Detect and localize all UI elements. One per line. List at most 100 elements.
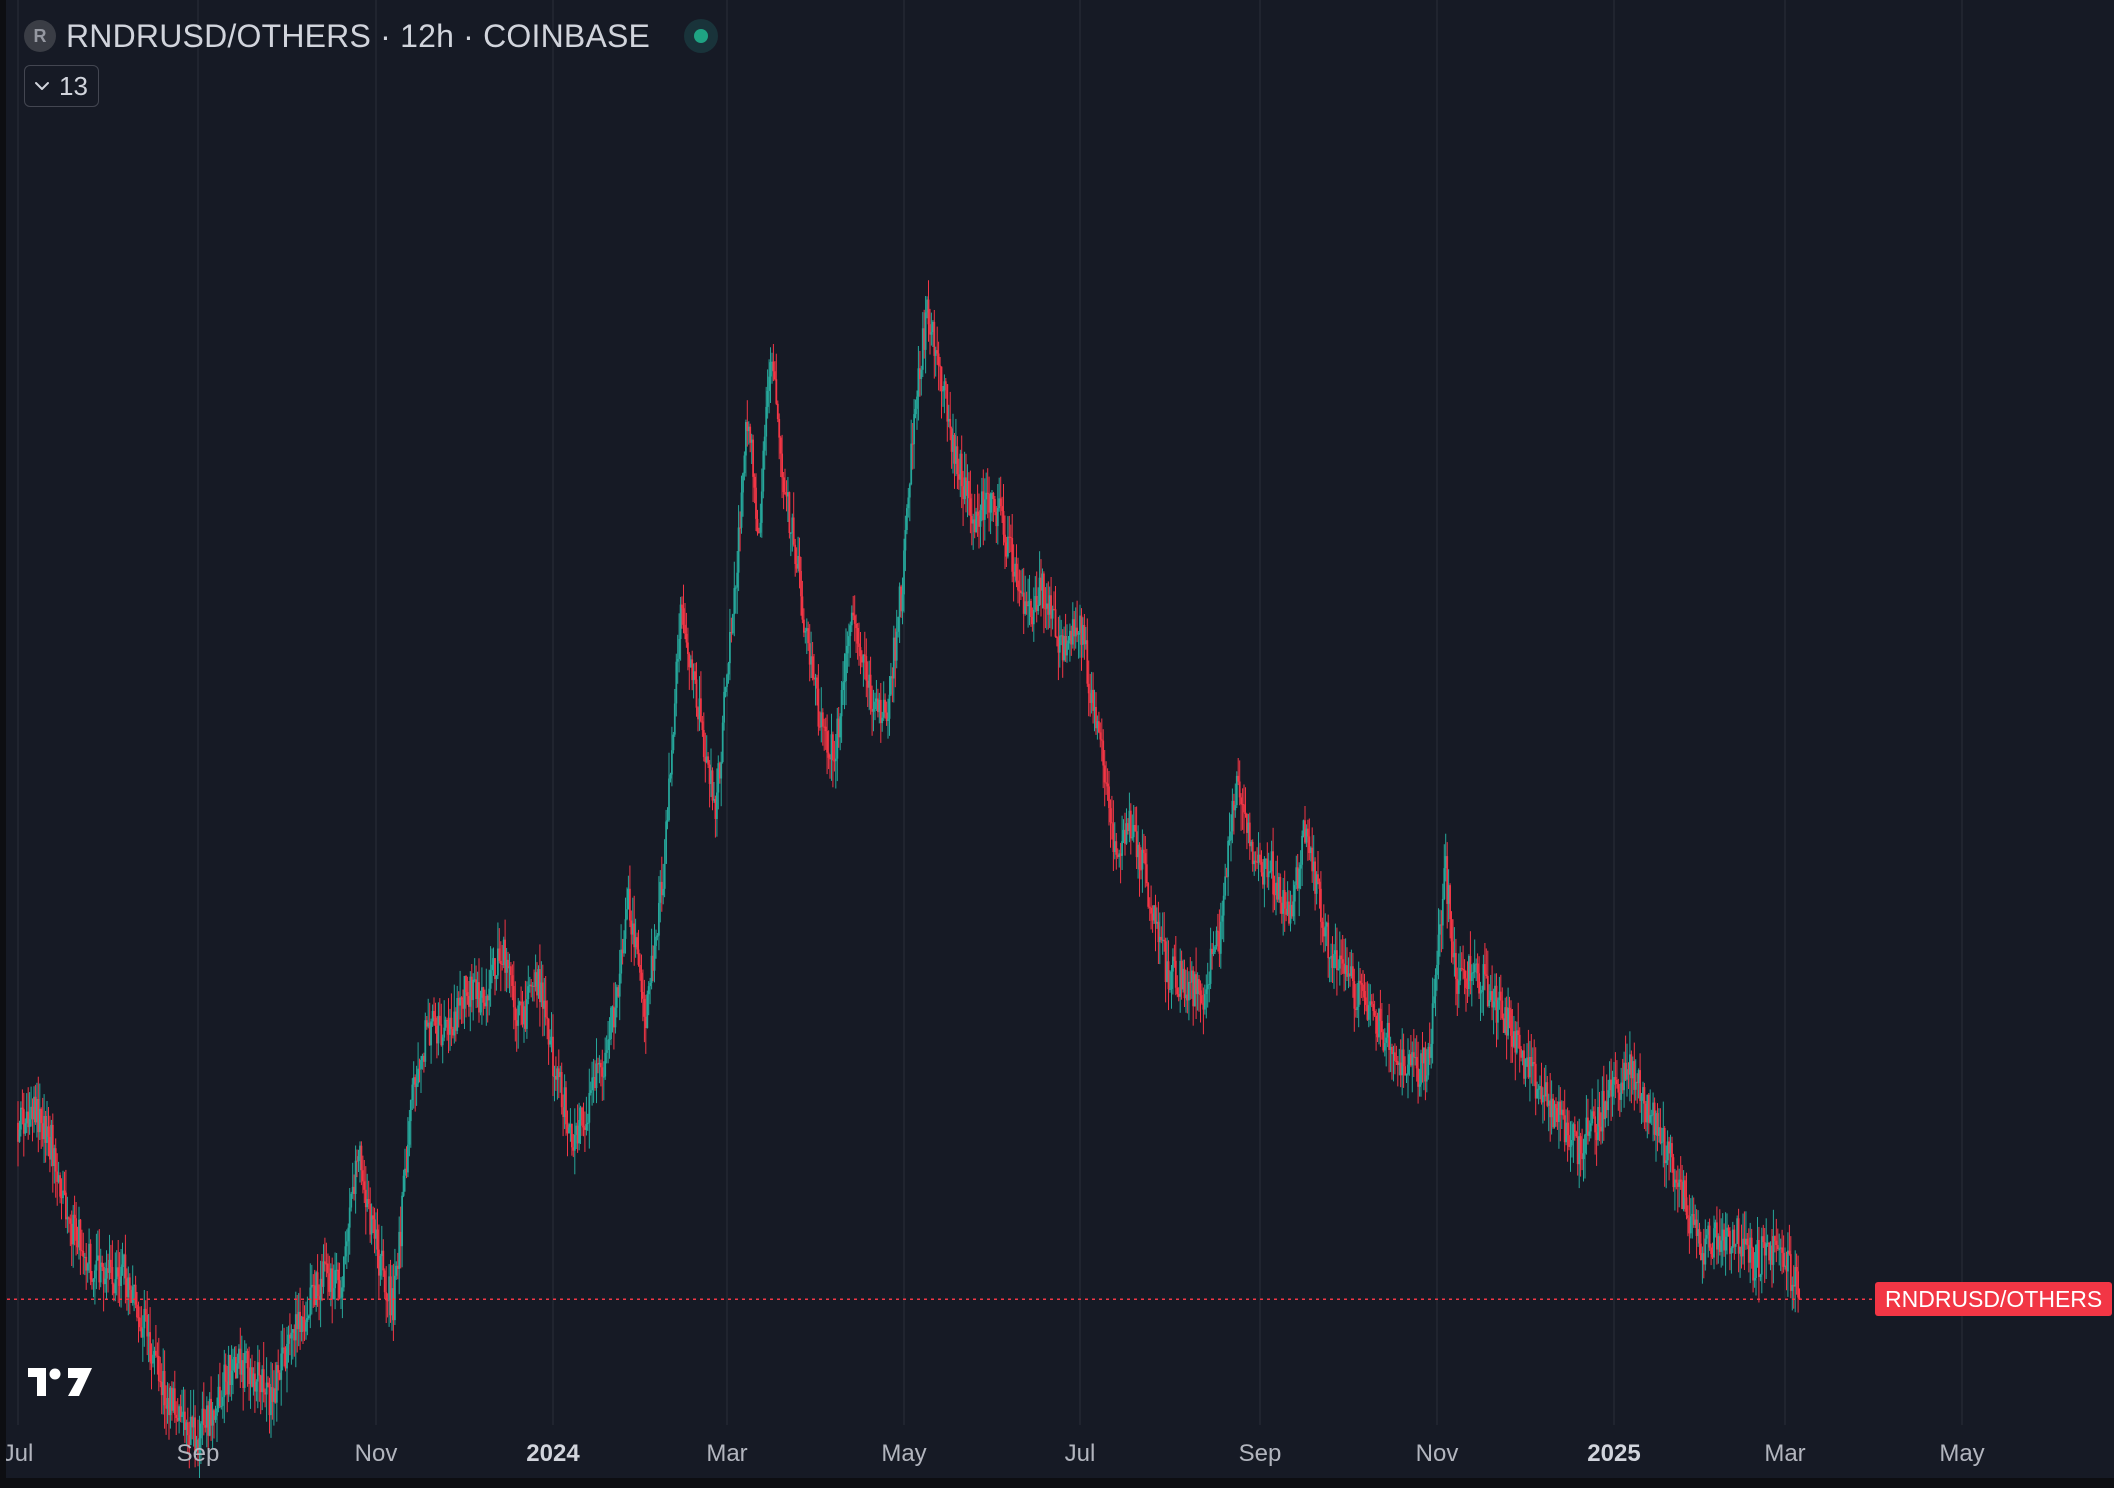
status-dot	[694, 29, 709, 43]
candle-body	[1563, 1115, 1566, 1143]
candle-body	[1428, 1046, 1431, 1058]
candle-body	[1631, 1061, 1634, 1079]
candle-body	[1540, 1086, 1543, 1103]
candle-body	[108, 1259, 111, 1273]
candle-body	[424, 1020, 427, 1062]
candle-body	[1122, 829, 1125, 842]
candle-body	[499, 960, 502, 964]
candle-body	[466, 992, 469, 996]
candle-body	[331, 1268, 334, 1300]
candle-body	[1431, 1003, 1434, 1044]
candle-body	[1597, 1107, 1599, 1141]
candle-body	[232, 1359, 234, 1371]
candle-body	[389, 1276, 392, 1316]
candle-body	[1111, 822, 1113, 824]
candle-body	[791, 517, 794, 533]
candle-body	[363, 1181, 366, 1190]
candle-body	[319, 1278, 322, 1300]
candle-body	[708, 764, 711, 784]
candle-body	[249, 1367, 252, 1384]
candle-body	[960, 453, 963, 487]
candle-body	[388, 1276, 390, 1301]
candle-body	[1772, 1236, 1775, 1265]
candle-body	[972, 519, 975, 524]
candle-body	[300, 1316, 303, 1332]
candle-body	[479, 997, 482, 1013]
candle-body	[1305, 828, 1308, 843]
symbol-header[interactable]: R RNDRUSD/OTHERS · 12h · COINBASE	[24, 16, 719, 56]
candle-body	[447, 1020, 450, 1035]
candle-body	[1103, 765, 1106, 783]
candle-body	[614, 1007, 617, 1028]
candle-body	[900, 586, 902, 612]
candle-body	[270, 1387, 272, 1416]
indicators-toggle-button[interactable]: 13	[24, 65, 99, 107]
candle-body	[729, 632, 731, 664]
candle-body	[452, 1028, 454, 1036]
candle-body	[594, 1077, 596, 1088]
candle-body	[88, 1243, 90, 1264]
candle-body	[1640, 1096, 1643, 1101]
candle-body	[1627, 1069, 1630, 1075]
candle-body	[846, 645, 849, 654]
candle-body	[510, 966, 512, 976]
candle-body	[878, 699, 881, 713]
candle-body	[910, 443, 913, 485]
symbol-title[interactable]: RNDRUSD/OTHERS · 12h · COINBASE	[66, 17, 651, 54]
candle-body	[227, 1354, 230, 1395]
candle-body	[901, 594, 904, 612]
candle-body	[1582, 1153, 1585, 1160]
candle-body	[882, 699, 885, 718]
candle-body	[1389, 1047, 1392, 1050]
candle-body	[92, 1278, 95, 1282]
candle-body	[749, 426, 752, 443]
candle-body	[236, 1363, 239, 1379]
candle-body	[277, 1365, 280, 1373]
candle-body	[1724, 1236, 1727, 1251]
candle-body	[101, 1262, 104, 1267]
candle-body	[1087, 683, 1090, 694]
candle-body	[731, 614, 734, 634]
candle-body	[1676, 1182, 1679, 1187]
candle-body	[261, 1369, 264, 1393]
candle-body	[1367, 1005, 1370, 1020]
candle-body	[604, 1052, 607, 1077]
candle-body	[797, 556, 799, 569]
candle-body	[607, 1039, 609, 1050]
candle-body	[1678, 1179, 1681, 1187]
candle-body	[1497, 1000, 1499, 1023]
candle-body	[162, 1371, 165, 1396]
candle-body	[933, 321, 936, 356]
candle-body	[679, 604, 682, 639]
candle-body	[379, 1256, 382, 1276]
candle-body	[1739, 1246, 1741, 1254]
candle-body	[1765, 1243, 1768, 1256]
candle-body	[1613, 1077, 1615, 1085]
candle-body	[144, 1308, 147, 1315]
candle-body	[440, 1024, 443, 1046]
candle-body	[956, 446, 959, 475]
candle-body	[376, 1229, 379, 1250]
candle-body	[27, 1111, 30, 1128]
candle-body	[268, 1384, 271, 1416]
last-price-label[interactable]: RNDRUSD/OTHERS	[1875, 1282, 2113, 1317]
candle-body	[523, 1006, 525, 1025]
candle-body	[1610, 1079, 1612, 1097]
candle-body	[262, 1369, 265, 1393]
candle-body	[1633, 1061, 1636, 1090]
candle-body	[184, 1411, 186, 1430]
candle-body	[1726, 1227, 1728, 1237]
market-open-status-icon[interactable]	[684, 19, 719, 53]
candle-body	[1045, 603, 1048, 609]
candle-body	[556, 1068, 559, 1080]
candle-body	[824, 726, 827, 732]
candle-body	[544, 1000, 547, 1018]
candle-body	[1594, 1116, 1596, 1133]
candle-body	[321, 1278, 323, 1287]
candle-body	[634, 937, 637, 948]
tradingview-logo-icon[interactable]	[28, 1366, 92, 1398]
candle-body	[1560, 1109, 1563, 1115]
candle-body	[517, 1005, 520, 1026]
